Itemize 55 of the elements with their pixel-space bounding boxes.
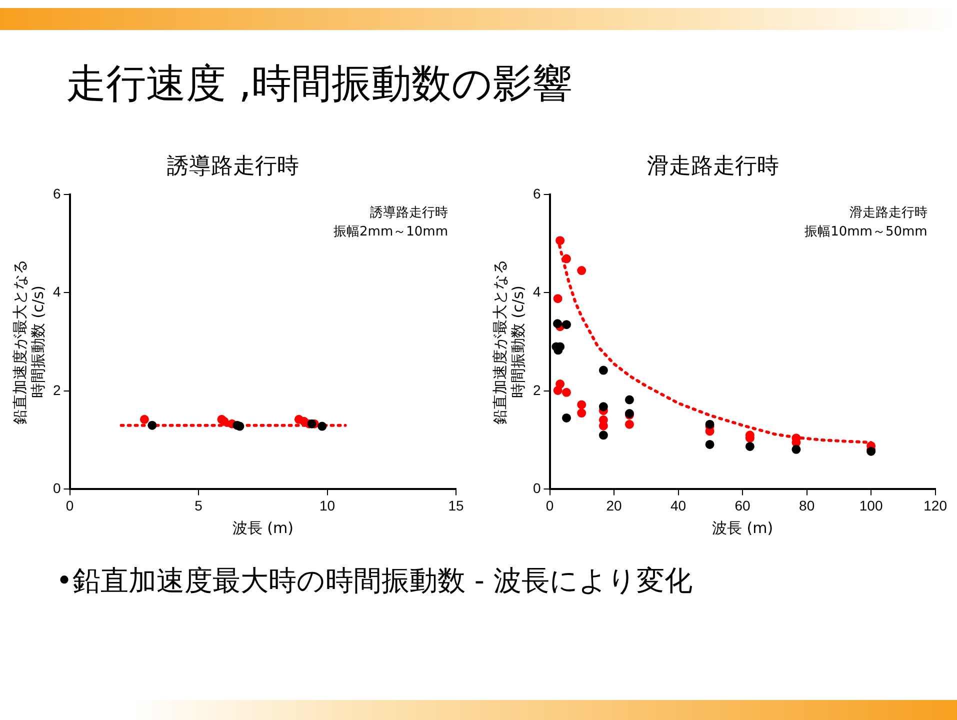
point	[148, 420, 157, 430]
point	[598, 366, 608, 375]
x-tick-label: 10	[319, 497, 336, 514]
x-tick-label: 100	[859, 497, 883, 514]
y-tick-label: 6	[52, 185, 61, 202]
point	[556, 236, 565, 246]
text: 走行速度 ,時間振動数の影響	[66, 60, 572, 109]
chart-title: 誘導路走行時	[167, 154, 299, 179]
annotation: 振幅10mm～50mm	[804, 224, 928, 240]
y-axis-title: 鉛直加速度が最大となる時間振動数 (c/s)	[10, 259, 47, 424]
point	[562, 413, 571, 422]
annotation: 滑走路走行時	[849, 205, 928, 220]
point	[598, 402, 608, 412]
point	[624, 420, 634, 429]
x-tick-label: 120	[924, 497, 948, 514]
x-axis-title: 波長 (m)	[232, 518, 294, 537]
y-tick-label: 4	[52, 284, 61, 300]
point	[745, 442, 754, 451]
point	[553, 386, 562, 395]
x-tick-label: 15	[448, 497, 464, 514]
point	[140, 414, 149, 424]
annotation: 誘導路走行時	[370, 205, 448, 220]
y-tick-label: 4	[532, 284, 541, 300]
chart-title: 滑走路走行時	[647, 154, 779, 179]
x-tick-label: 0	[66, 497, 74, 514]
point	[318, 422, 327, 431]
point	[577, 400, 586, 410]
point	[577, 408, 586, 418]
y-tick-label: 6	[532, 185, 541, 202]
y-axis-title: 鉛直加速度が最大となる時間振動数 (c/s)	[490, 259, 527, 424]
x-axis-title: 波長 (m)	[712, 518, 774, 537]
point	[220, 416, 229, 426]
x-tick-label: 40	[670, 497, 686, 514]
text: •鉛直加速度最大時の時間振動数 - 波長により変化	[56, 563, 692, 599]
point	[562, 388, 571, 397]
point	[624, 395, 634, 404]
point	[598, 430, 608, 440]
y-tick-label: 2	[52, 382, 61, 398]
x-tick-label: 60	[734, 497, 751, 514]
point	[553, 294, 562, 304]
point	[705, 440, 714, 449]
annotation: 振幅2mm～10mm	[334, 224, 448, 240]
point	[562, 254, 571, 264]
x-tick-label: 20	[606, 497, 622, 514]
point	[552, 319, 562, 328]
point	[307, 419, 316, 428]
point	[562, 320, 571, 330]
y-tick-label: 2	[532, 382, 541, 398]
y-tick-label: 0	[532, 480, 541, 496]
x-tick-label: 80	[799, 497, 815, 514]
x-tick-label: 5	[194, 497, 203, 514]
y-tick-label: 0	[52, 480, 61, 496]
x-tick-label: 0	[546, 497, 554, 514]
point	[577, 266, 586, 276]
point	[792, 444, 801, 454]
